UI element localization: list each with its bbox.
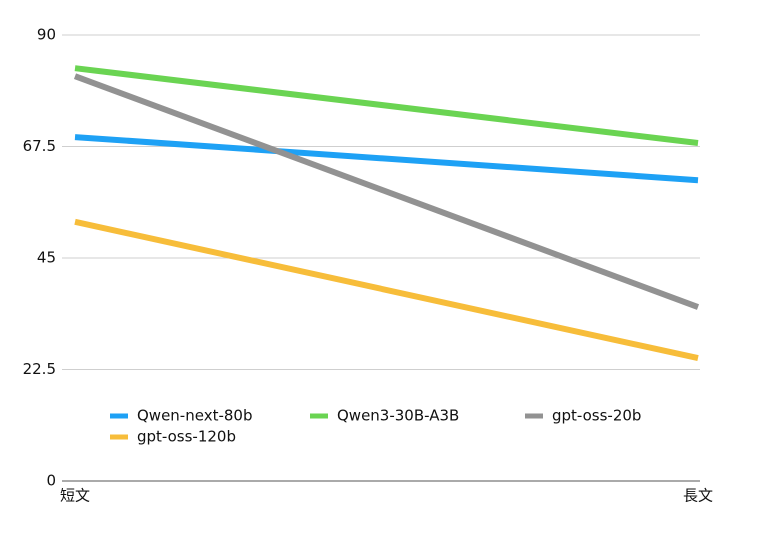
x-tick-label: 短文 (60, 487, 90, 505)
x-tick-label: 長文 (683, 487, 713, 505)
y-tick-label: 22.5 (23, 360, 56, 378)
series-line (73, 73, 700, 310)
y-tick-label: 90 (37, 26, 56, 44)
legend-label: gpt-oss-120b (137, 428, 236, 446)
legend-label: Qwen3-30B-A3B (337, 407, 459, 425)
y-tick-label: 45 (37, 249, 56, 267)
series-line (74, 65, 699, 147)
y-tick-label: 67.5 (23, 137, 56, 155)
series-line (74, 134, 699, 184)
legend-label: gpt-oss-20b (552, 407, 641, 425)
y-tick-label: 0 (46, 472, 56, 490)
series-line (74, 218, 699, 362)
legend-label: Qwen-next-80b (137, 407, 252, 425)
